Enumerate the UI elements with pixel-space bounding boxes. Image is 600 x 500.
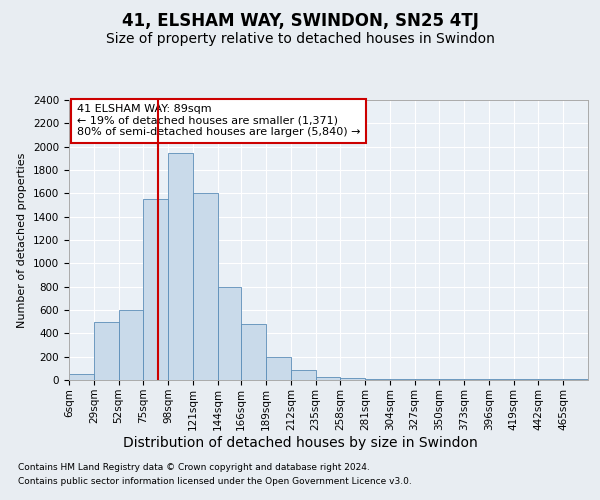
Text: 41, ELSHAM WAY, SWINDON, SN25 4TJ: 41, ELSHAM WAY, SWINDON, SN25 4TJ [122,12,478,30]
Bar [119,310,143,380]
Bar [193,194,218,380]
Bar [218,286,241,380]
Text: Contains public sector information licensed under the Open Government Licence v3: Contains public sector information licen… [18,477,412,486]
Text: Size of property relative to detached houses in Swindon: Size of property relative to detached ho… [106,32,494,46]
Bar [365,379,390,380]
Y-axis label: Number of detached properties: Number of detached properties [17,152,28,328]
Text: 41 ELSHAM WAY: 89sqm
← 19% of detached houses are smaller (1,371)
80% of semi-de: 41 ELSHAM WAY: 89sqm ← 19% of detached h… [77,104,360,138]
Text: Distribution of detached houses by size in Swindon: Distribution of detached houses by size … [122,436,478,450]
Bar [241,324,266,380]
Bar [340,378,365,380]
Bar [291,370,316,380]
Bar [266,356,291,380]
Bar [316,376,340,380]
Text: Contains HM Land Registry data © Crown copyright and database right 2024.: Contains HM Land Registry data © Crown c… [18,464,370,472]
Bar [168,152,193,380]
Bar [94,322,119,380]
Bar [69,374,94,380]
Bar [143,199,168,380]
